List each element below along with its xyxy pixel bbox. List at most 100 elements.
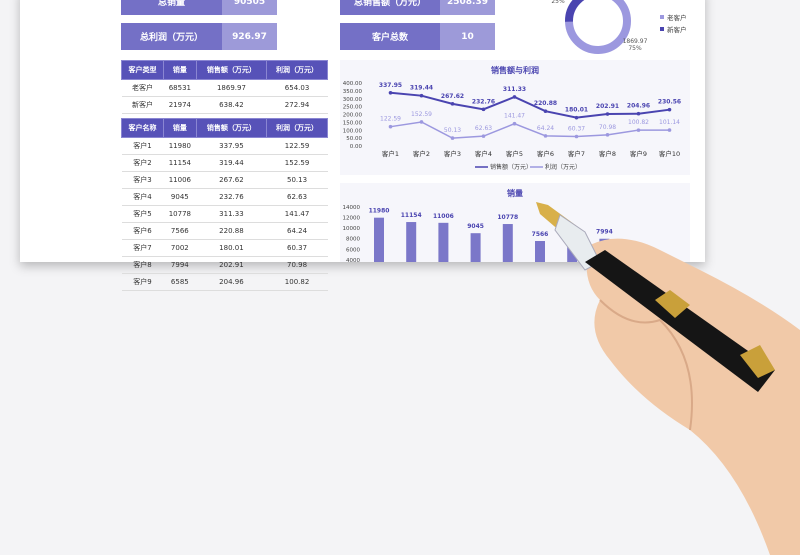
total-sales-card: 总销售额（万元） 2508.39 — [340, 0, 495, 15]
total-profit-card: 总利润（万元） 926.97 — [121, 23, 277, 50]
data-point — [667, 107, 672, 112]
customer-count-value: 10 — [440, 23, 495, 50]
table-row: 客户9 6585 204.96 100.82 — [121, 273, 328, 291]
column-header: 销售额（万元） — [195, 118, 268, 138]
data-point — [667, 128, 672, 132]
data-point — [512, 121, 517, 126]
header-row: 客户类型 销量 销售额（万元） 利润（万元） — [121, 60, 328, 80]
data-label: 122.59 — [380, 116, 401, 123]
x-tick-label: 客户10 — [659, 149, 680, 158]
table-cell: 638.42 — [196, 96, 267, 114]
x-tick-label: 客户2 — [413, 149, 430, 158]
total-profit-label: 总利润（万元） — [121, 23, 222, 50]
donut-slice — [565, 0, 585, 22]
chart-title: 销量 — [507, 188, 523, 198]
y-tick-label: 10000 — [343, 226, 361, 232]
legend-label: 老客户 — [667, 13, 687, 22]
y-tick-label: 250.00 — [343, 105, 363, 111]
customer-count-label: 客户总数 — [340, 23, 440, 50]
customer-type-table: 客户类型 销量 销售额（万元） 利润（万元） 老客户 68531 1869.97 654.03… — [121, 60, 328, 114]
data-label: 267.62 — [441, 93, 464, 100]
bar-chart-panel: 销量 4000 6000 8000 10000 12000 14000 11980 11154 1… — [340, 183, 690, 262]
data-label: 50.13 — [444, 127, 461, 134]
line-chart-panel: 销售额与利润 0.00 50.00 100.00 150.00 200.00 250.00 3… — [340, 60, 690, 175]
y-tick-label: 6000 — [346, 247, 360, 253]
bar-label: 11980 — [369, 208, 390, 215]
y-tick-label: 8000 — [346, 237, 360, 243]
total-qty-label: 总销量 — [121, 0, 222, 15]
data-label: 101.14 — [659, 119, 680, 126]
legend-label: 销售额（万元） — [490, 163, 532, 171]
bar-label: 11154 — [401, 212, 422, 219]
table-cell: 272.94 — [266, 96, 328, 114]
data-label: 141.47 — [504, 113, 525, 120]
table-cell: 100.82 — [266, 273, 328, 291]
x-tick-label: 客户4 — [475, 149, 492, 158]
hand-shape — [586, 238, 800, 555]
table-cell: 21974 — [163, 96, 197, 114]
data-label: 100.82 — [628, 119, 649, 126]
bar — [438, 222, 449, 262]
legend-swatch — [660, 15, 664, 19]
data-point — [574, 134, 579, 139]
bar — [406, 222, 417, 262]
y-tick-label: 200.00 — [343, 113, 363, 119]
data-label: 202.91 — [596, 103, 619, 110]
y-tick-label: 0.00 — [350, 144, 363, 150]
x-tick-label: 客户3 — [444, 149, 461, 158]
data-label: 204.96 — [627, 103, 650, 110]
series-line — [390, 91, 670, 119]
data-point — [636, 128, 641, 132]
y-tick-label: 300.00 — [343, 97, 363, 103]
x-tick-label: 客户5 — [506, 149, 523, 158]
data-point — [574, 115, 579, 120]
bar-label: 7994 — [596, 229, 613, 236]
slice-pct-new: 25% — [551, 0, 565, 5]
header-row: 客户名称 销量 销售额（万元） 利润（万元） — [121, 118, 328, 138]
data-point — [388, 124, 393, 129]
bar-label: 7566 — [532, 231, 549, 238]
data-label: 152.59 — [411, 111, 432, 118]
column-header: 销量 — [162, 60, 197, 80]
table-row: 客户3 11006 267.62 50.13 — [121, 171, 328, 189]
y-tick-label: 4000 — [346, 258, 360, 262]
data-point — [388, 90, 393, 95]
y-tick-label: 150.00 — [343, 120, 363, 126]
table-cell: 客户9 — [121, 273, 164, 291]
total-sales-value: 2508.39 — [440, 0, 495, 15]
data-point — [543, 109, 548, 114]
table-row: 客户1 11980 337.95 122.59 — [121, 137, 328, 155]
x-tick-label: 客户9 — [630, 149, 647, 158]
data-point — [605, 112, 610, 116]
data-label: 64.24 — [537, 125, 554, 132]
legend-swatch — [660, 27, 664, 31]
table-row: 客户8 7994 202.91 70.98 — [121, 256, 328, 274]
data-point — [636, 111, 641, 116]
donut-slice — [565, 0, 631, 54]
customer-count-card: 客户总数 10 — [340, 23, 495, 50]
data-label: 319.44 — [410, 85, 433, 92]
column-header: 销量 — [162, 118, 197, 138]
table-cell: 204.96 — [196, 273, 267, 291]
table-cell: 6585 — [163, 273, 197, 291]
bar — [502, 224, 513, 262]
legend-label: 利润（万元） — [545, 163, 581, 171]
x-tick-label: 客户8 — [599, 149, 616, 158]
y-tick-label: 14000 — [343, 205, 361, 211]
table-cell: 新客户 — [121, 96, 164, 114]
total-profit-value: 926.97 — [222, 23, 277, 50]
y-tick-label: 50.00 — [346, 136, 362, 142]
data-point — [450, 102, 455, 106]
bar — [470, 233, 481, 262]
data-label: 60.37 — [568, 125, 585, 132]
table-row: 客户7 7002 180.01 60.37 — [121, 239, 328, 257]
data-label: 62.63 — [475, 125, 492, 132]
column-header: 销售额（万元） — [195, 60, 268, 80]
data-point — [481, 107, 486, 112]
total-qty-value: 90505 — [222, 0, 277, 15]
x-tick-label: 客户6 — [537, 149, 554, 158]
bar-label: 11006 — [433, 213, 454, 220]
